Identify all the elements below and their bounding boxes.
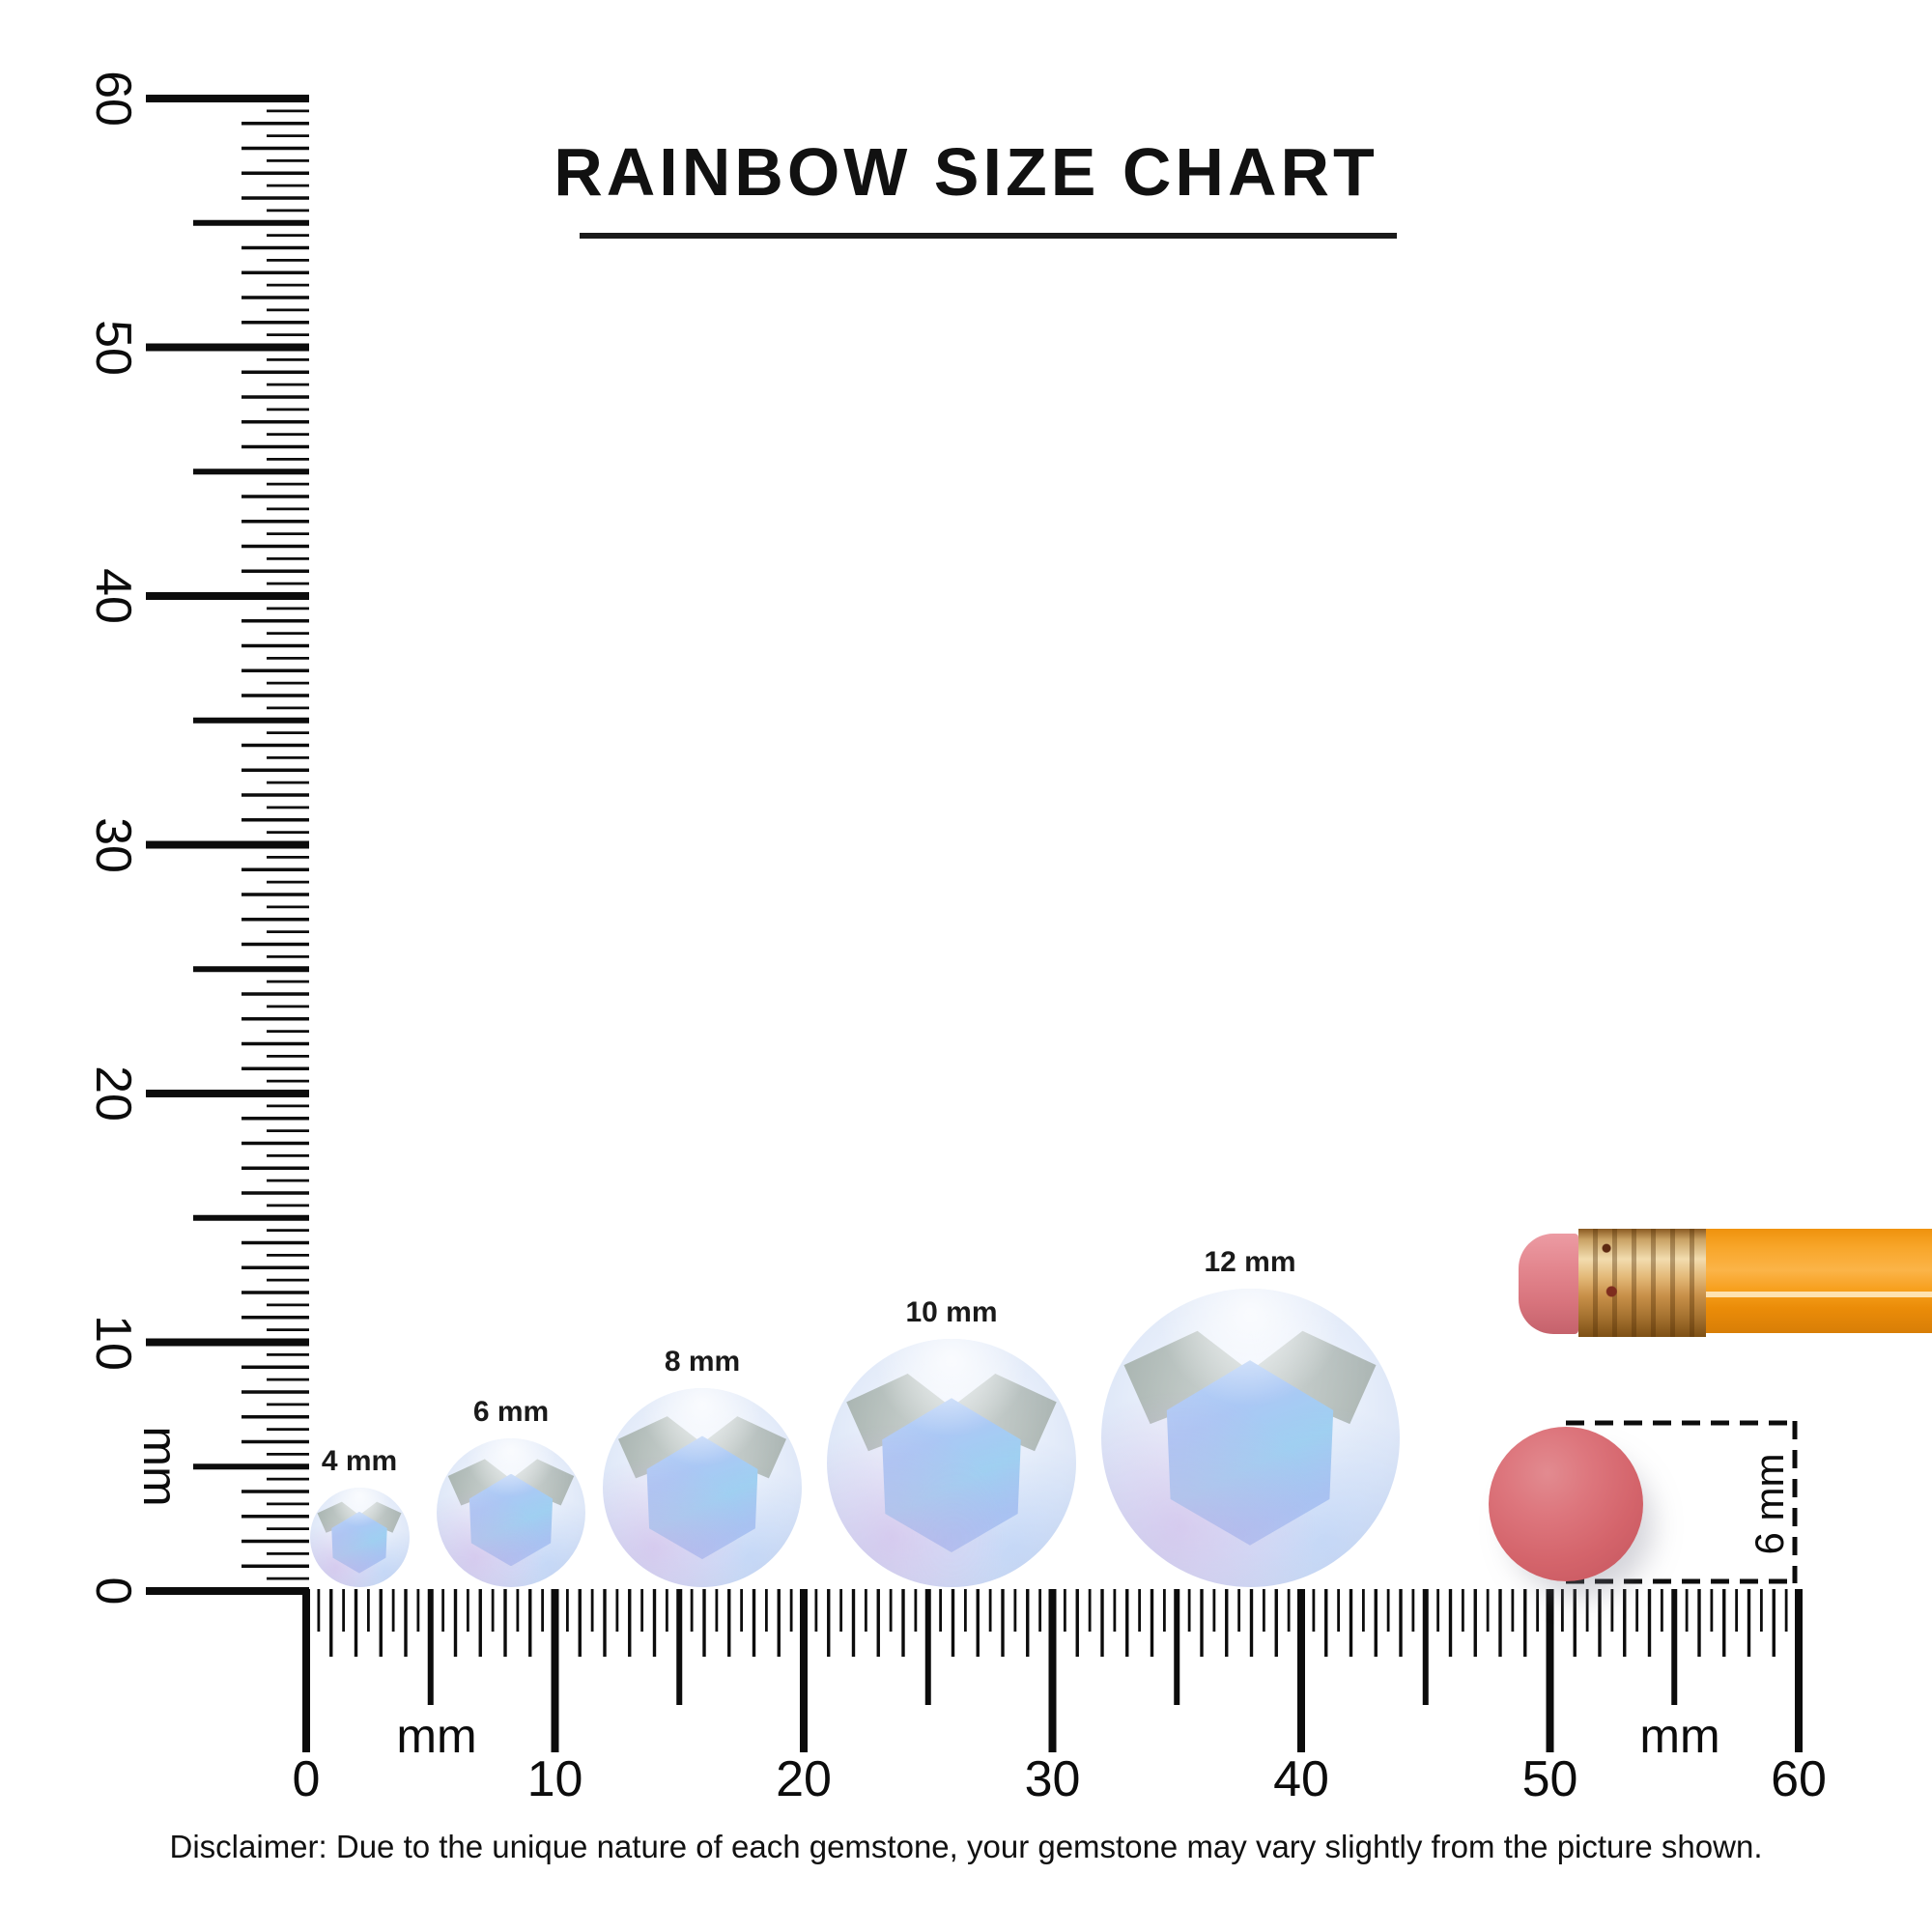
v-ruler-label-10: 10 [85,1314,141,1371]
pencil-body [1706,1229,1932,1333]
v-ruler-label-40: 40 [85,568,141,624]
h-ruler-label-40: 40 [1273,1751,1329,1807]
gem-tint-overlay [436,1437,586,1587]
gem-6mm: 6 mm [436,1396,586,1587]
measurement-dashed-box [1566,1420,1798,1584]
gem-size-label: 8 mm [664,1346,741,1378]
h-ruler-label-30: 30 [1024,1751,1081,1807]
v-ruler-label-0: 0 [85,1577,141,1605]
disclaimer-text: Disclaimer: Due to the unique nature of … [169,1829,1763,1864]
gemstone-image [436,1437,586,1587]
gem-4mm: 4 mm [309,1445,410,1587]
pencil-eraser [1519,1234,1578,1334]
v-ruler-label-30: 30 [85,816,141,873]
v-ruler-unit-label: mm [133,1426,187,1507]
gem-size-label: 4 mm [321,1445,398,1477]
horizontal-ruler-ticks [302,1589,1803,1752]
gemstone-image [309,1488,410,1587]
h-ruler-unit-label-right: mm [1639,1709,1720,1763]
h-ruler-label-60: 60 [1771,1751,1827,1807]
eraser-size-label: 6 mm [1747,1453,1792,1555]
gem-size-label: 6 mm [472,1395,550,1428]
title-underline [580,233,1397,239]
h-ruler-unit-label-left: mm [396,1709,477,1763]
pencil-ferrule [1578,1229,1706,1337]
gem-tint-overlay [1100,1289,1400,1587]
h-ruler-label-20: 20 [776,1751,832,1807]
h-ruler-label-10: 10 [526,1751,583,1807]
gem-size-label: 12 mm [1204,1246,1296,1278]
gem-8mm: 8 mm [603,1346,802,1587]
v-ruler-label-20: 20 [85,1065,141,1122]
gem-tint-overlay [827,1338,1076,1587]
v-ruler-label-50: 50 [85,319,141,376]
gem-12mm: 12 mm [1100,1246,1400,1587]
gemstone-image [827,1338,1076,1587]
h-ruler-label-50: 50 [1521,1751,1578,1807]
eraser-top-view [1489,1427,1643,1581]
vertical-ruler-ticks [146,95,309,1595]
pencil-image [1519,1228,1932,1338]
gem-tint-overlay [309,1488,410,1587]
gem-tint-overlay [603,1388,802,1587]
gem-size-label: 10 mm [905,1295,998,1328]
h-ruler-label-0: 0 [292,1751,321,1807]
page-title: RAINBOW SIZE CHART [554,134,1378,210]
gemstone-image [1100,1289,1400,1587]
v-ruler-label-60: 60 [85,71,141,127]
gem-10mm: 10 mm [827,1296,1076,1587]
gemstone-image [603,1388,802,1587]
